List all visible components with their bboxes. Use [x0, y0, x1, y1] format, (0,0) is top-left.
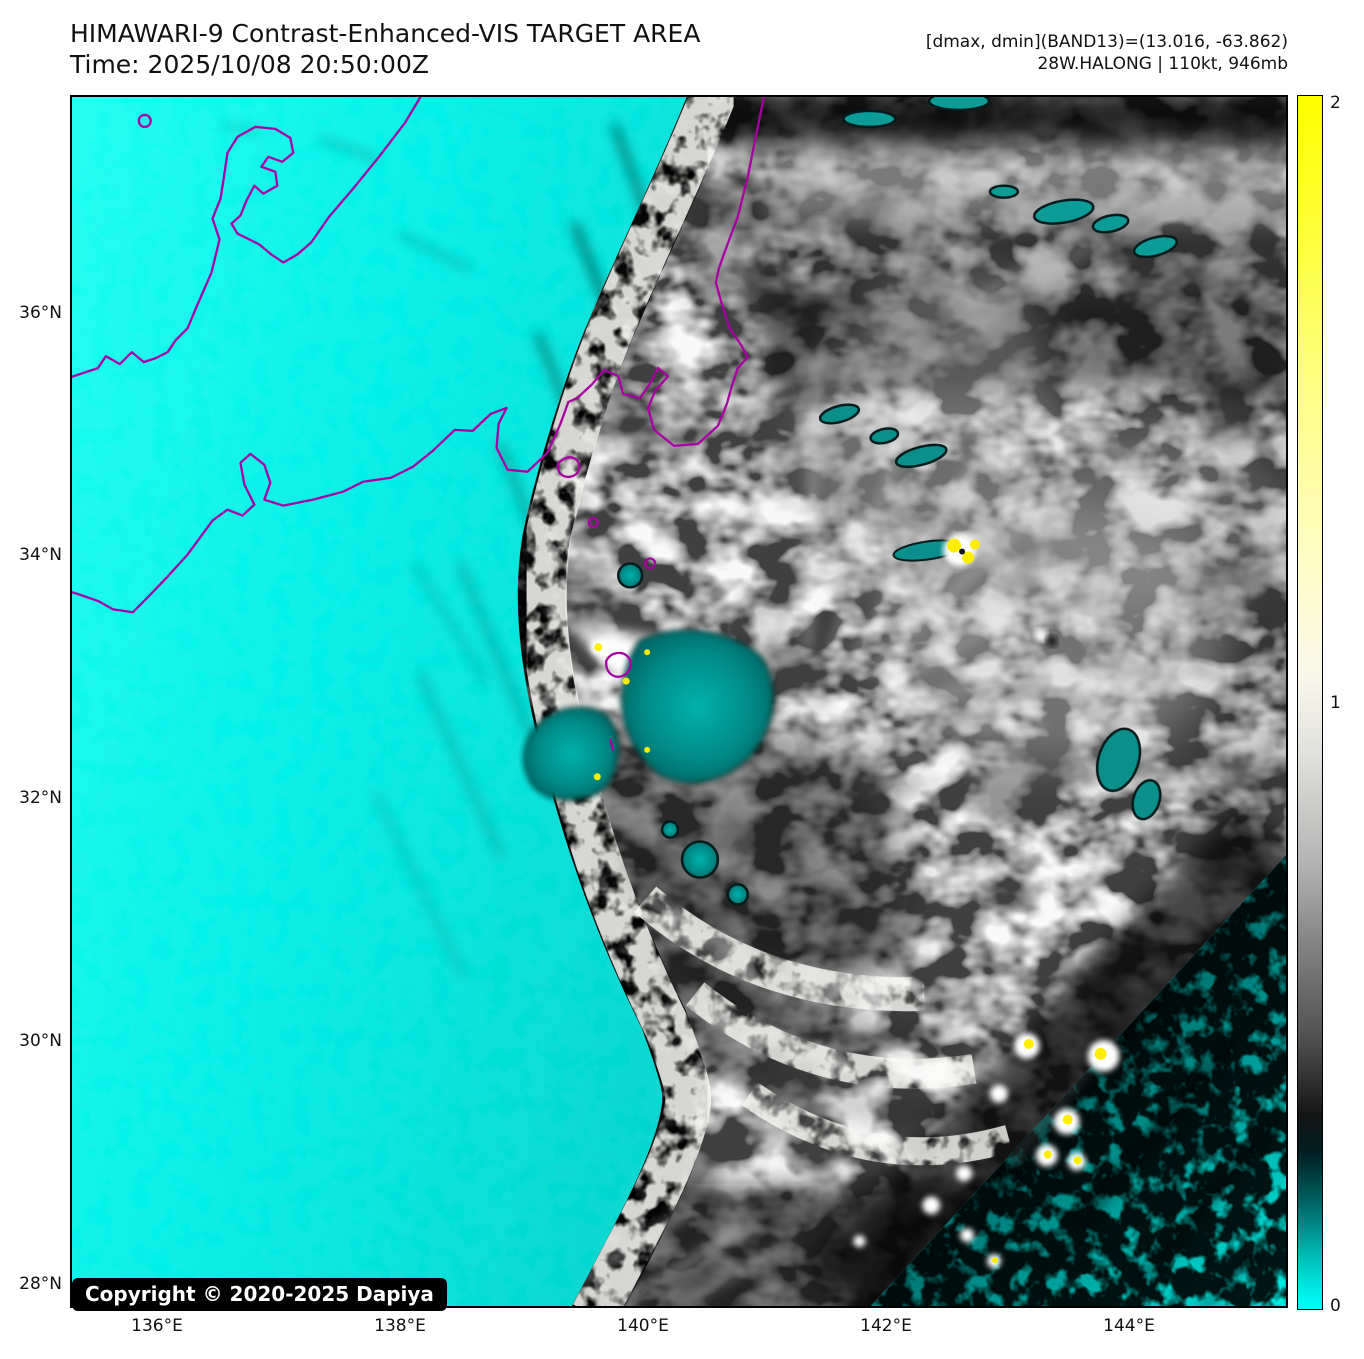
- overshoot-yellow-spots: [892, 534, 981, 567]
- colorbar-tick-top: 2: [1330, 93, 1341, 113]
- lon-tick-label: 140°E: [617, 1316, 669, 1336]
- lat-tick-label: 30°N: [19, 1031, 62, 1051]
- lon-tick-label: 136°E: [131, 1316, 183, 1336]
- band-stats-annotation: [dmax, dmin](BAND13)=(13.016, -63.862): [925, 32, 1288, 52]
- colorbar-tick-bottom: 0: [1330, 1296, 1341, 1316]
- figure-header: HIMAWARI-9 Contrast-Enhanced-VIS TARGET …: [70, 18, 700, 80]
- lon-tick-label: 138°E: [374, 1316, 426, 1336]
- lon-tick-label: 144°E: [1103, 1316, 1155, 1336]
- lon-tick-label: 142°E: [860, 1316, 912, 1336]
- colorbar-tick-mid: 1: [1330, 693, 1341, 713]
- se-convective-cells: [853, 1032, 1120, 1269]
- figure-title: HIMAWARI-9 Contrast-Enhanced-VIS TARGET …: [70, 19, 701, 48]
- satellite-image-canvas: [72, 97, 1286, 1306]
- storm-info-annotation: 28W.HALONG | 110kt, 946mb: [1037, 54, 1288, 74]
- lat-tick-label: 28°N: [19, 1274, 62, 1294]
- copyright-badge: Copyright © 2020-2025 Dapiya: [72, 1278, 447, 1311]
- coastline-japan: [72, 97, 766, 751]
- lat-tick-label: 32°N: [19, 788, 62, 808]
- map-plot: [70, 95, 1288, 1308]
- lat-tick-label: 36°N: [19, 303, 62, 323]
- colorbar-gradient: [1297, 95, 1323, 1310]
- rainband-arcs: [621, 845, 997, 1122]
- figure-timestamp: Time: 2025/10/08 20:50:00Z: [70, 50, 429, 79]
- figure-annotations: [dmax, dmin](BAND13)=(13.016, -63.862) 2…: [926, 31, 1288, 75]
- lat-tick-label: 34°N: [19, 545, 62, 565]
- storm-radial-streaks: [803, 174, 1195, 786]
- core-yellow-flecks: [592, 628, 1058, 781]
- island-outlines: [137, 113, 657, 751]
